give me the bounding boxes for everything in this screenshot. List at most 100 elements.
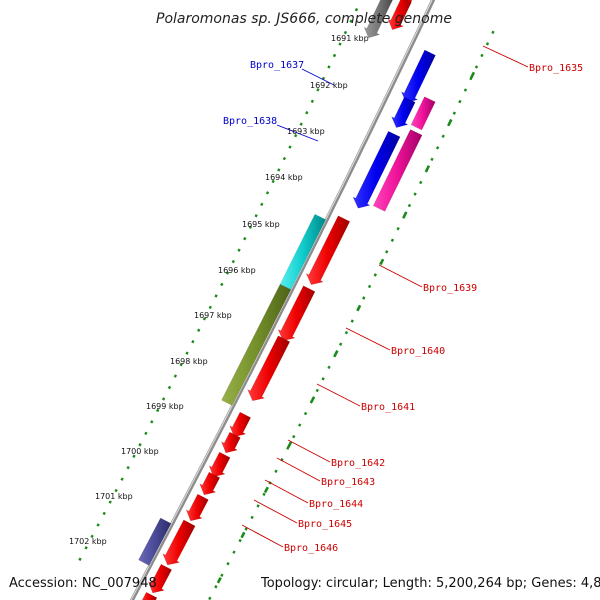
leader-line — [276, 457, 321, 482]
leader-line — [345, 327, 391, 351]
leader-line — [301, 68, 335, 86]
minor-tick — [385, 250, 389, 254]
gene-block-bpro-1638 — [372, 129, 423, 212]
minor-tick — [237, 248, 241, 252]
leader-line — [287, 439, 331, 463]
minor-tick — [138, 443, 142, 447]
minor-tick — [202, 317, 207, 321]
gene-block-bpro-1644 — [208, 451, 231, 478]
minor-tick — [220, 282, 224, 287]
gene-block-mid-red — [247, 335, 291, 402]
gene-block-upper-red — [305, 215, 351, 285]
gene-labels: Bpro_1635 Bpro_1637 Bpro_1638 Bpro_1639 … — [223, 60, 583, 554]
gene-label-bpro-1644[interactable]: Bpro_1644 — [309, 499, 363, 510]
minor-tick — [248, 225, 253, 229]
minor-tick — [288, 145, 292, 149]
minor-tick — [225, 271, 230, 275]
minor-tick — [441, 134, 445, 138]
minor-tick — [243, 236, 247, 241]
kbp-label: 1700 kbp — [121, 447, 159, 456]
gene-label-bpro-1641[interactable]: Bpro_1641 — [361, 402, 415, 413]
gene-label-bpro-1638[interactable]: Bpro_1638 — [223, 116, 277, 127]
minor-tick — [173, 374, 177, 378]
kbp-label: 1702 kbp — [69, 537, 107, 546]
minor-tick — [390, 238, 395, 242]
minor-tick — [452, 111, 456, 115]
major-tick — [402, 211, 408, 218]
minor-tick — [132, 454, 136, 458]
minor-tick — [277, 168, 281, 172]
minor-tick — [491, 30, 495, 34]
leader-line — [253, 499, 298, 524]
gene-label-bpro-1645[interactable]: Bpro_1645 — [298, 519, 352, 530]
minor-tick — [458, 99, 462, 104]
kbp-label: 1694 kbp — [265, 173, 303, 182]
leader-line — [276, 124, 319, 142]
kbp-label: 1697 kbp — [194, 311, 232, 320]
minor-tick — [349, 19, 353, 23]
minor-tick — [260, 202, 264, 207]
gene-block-upper-blue — [400, 49, 436, 103]
minor-tick — [299, 122, 303, 126]
leader-line — [378, 264, 423, 288]
minor-tick — [282, 156, 287, 161]
minor-tick — [430, 157, 434, 162]
gene-label-bpro-1642[interactable]: Bpro_1642 — [331, 458, 385, 469]
minor-tick — [327, 65, 331, 69]
genome-summary: Topology: circular; Length: 5,200,264 bp… — [260, 576, 600, 591]
minor-tick — [310, 99, 314, 103]
gene-label-bpro-1635[interactable]: Bpro_1635 — [529, 63, 583, 74]
minor-tick — [485, 42, 490, 46]
minor-tick — [232, 550, 236, 554]
major-tick — [240, 531, 246, 539]
minor-tick — [78, 557, 82, 561]
minor-tick — [338, 42, 342, 46]
accession-label: Accession: NC_007948 — [9, 576, 157, 591]
leader-line — [264, 479, 309, 504]
gene-label-bpro-1639[interactable]: Bpro_1639 — [423, 283, 477, 294]
gene-block-bpro-1638-blue — [352, 130, 401, 209]
leader-line — [241, 524, 284, 548]
major-tick — [425, 165, 431, 172]
gene-block-bpro-1641 — [221, 283, 292, 406]
minor-tick — [286, 446, 290, 450]
minor-tick — [161, 397, 166, 401]
backbone-line — [130, 0, 435, 600]
minor-tick — [463, 88, 468, 92]
minor-tick — [102, 511, 106, 516]
minor-tick — [96, 523, 100, 527]
minor-tick — [126, 465, 130, 470]
gene-label-bpro-1640[interactable]: Bpro_1640 — [391, 346, 445, 357]
minor-tick — [413, 192, 417, 196]
leader-line — [482, 45, 529, 68]
kbp-scale: 1691 kbp 1692 kbp 1693 kbp 1694 kbp 1695… — [69, 34, 369, 546]
leader-line — [316, 383, 361, 407]
minor-tick — [474, 65, 479, 69]
major-tick — [216, 576, 222, 584]
minor-tick — [419, 180, 423, 185]
minor-tick — [108, 500, 112, 504]
minor-tick — [191, 339, 195, 344]
minor-tick — [274, 469, 278, 473]
minor-tick — [214, 294, 218, 298]
minor-tick — [197, 328, 201, 332]
minor-tick — [327, 365, 331, 370]
gene-block-gray — [363, 0, 393, 39]
minor-tick — [294, 133, 298, 138]
minor-tick — [350, 319, 354, 323]
gene-block-bpro-1637-blue — [391, 96, 416, 128]
minor-tick — [231, 259, 235, 264]
minor-tick — [220, 573, 224, 577]
gene-label-bpro-1643[interactable]: Bpro_1643 — [321, 477, 375, 488]
gene-label-bpro-1646[interactable]: Bpro_1646 — [284, 543, 338, 554]
minor-tick — [339, 342, 343, 346]
minor-tick — [250, 515, 254, 520]
minor-tick — [362, 296, 366, 300]
gene-label-bpro-1637[interactable]: Bpro_1637 — [250, 60, 304, 71]
minor-tick — [90, 534, 94, 539]
minor-tick — [244, 527, 248, 531]
gene-block-bpro-1635 — [387, 0, 412, 31]
kbp-label: 1698 kbp — [170, 357, 208, 366]
minor-tick — [271, 179, 275, 184]
minor-tick — [156, 408, 160, 413]
